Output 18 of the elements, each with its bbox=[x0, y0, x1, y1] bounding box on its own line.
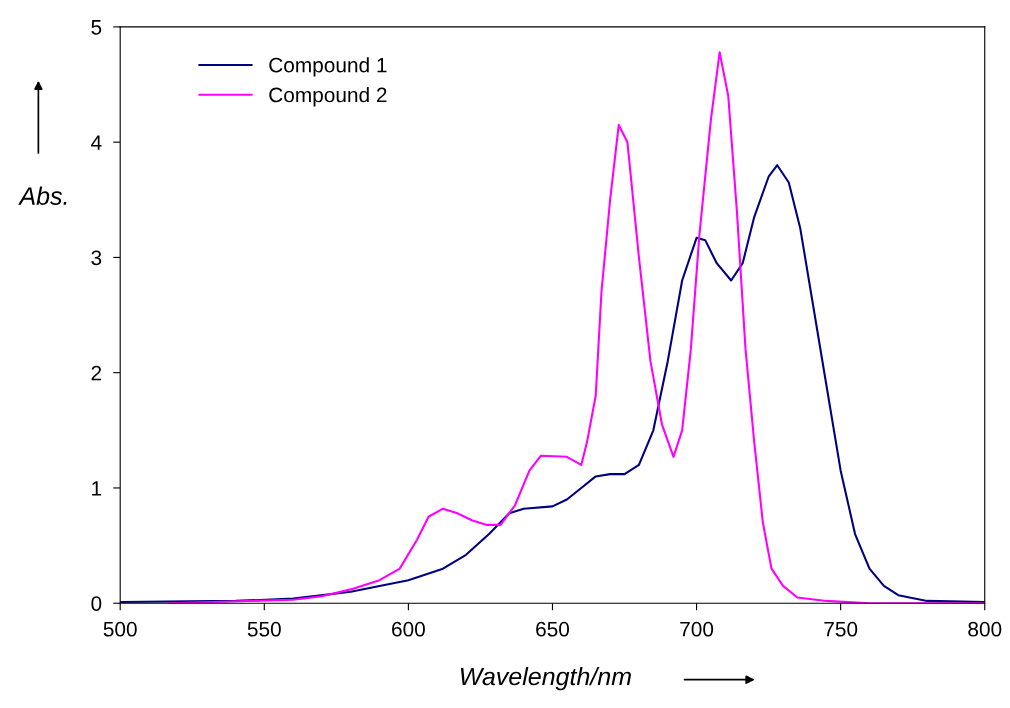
y-tick-label: 1 bbox=[92, 481, 102, 496]
y-tick-label: 5 bbox=[91, 20, 102, 35]
y-tick-label: 2 bbox=[91, 365, 102, 381]
x-tick-label: 750 bbox=[824, 621, 858, 637]
legend-label: Compound 2 bbox=[269, 87, 387, 107]
y-tick-label: 4 bbox=[91, 135, 102, 150]
line-series bbox=[168, 51, 985, 604]
x-tick-label: 800 bbox=[968, 621, 1002, 637]
y-tick-label: 3 bbox=[91, 250, 102, 266]
x-tick-label: 650 bbox=[536, 621, 570, 637]
y-tick-label: 0 bbox=[91, 596, 102, 611]
legend-label: Compound 1 bbox=[269, 57, 387, 77]
y-axis-title: Abs. bbox=[18, 186, 67, 205]
x-tick-label: 700 bbox=[680, 621, 714, 637]
x-axis-title: Wavelength/nm bbox=[460, 667, 631, 691]
x-tick-label: 600 bbox=[392, 621, 425, 637]
x-tick-label: 550 bbox=[247, 621, 281, 637]
x-tick-label: 500 bbox=[103, 621, 137, 637]
